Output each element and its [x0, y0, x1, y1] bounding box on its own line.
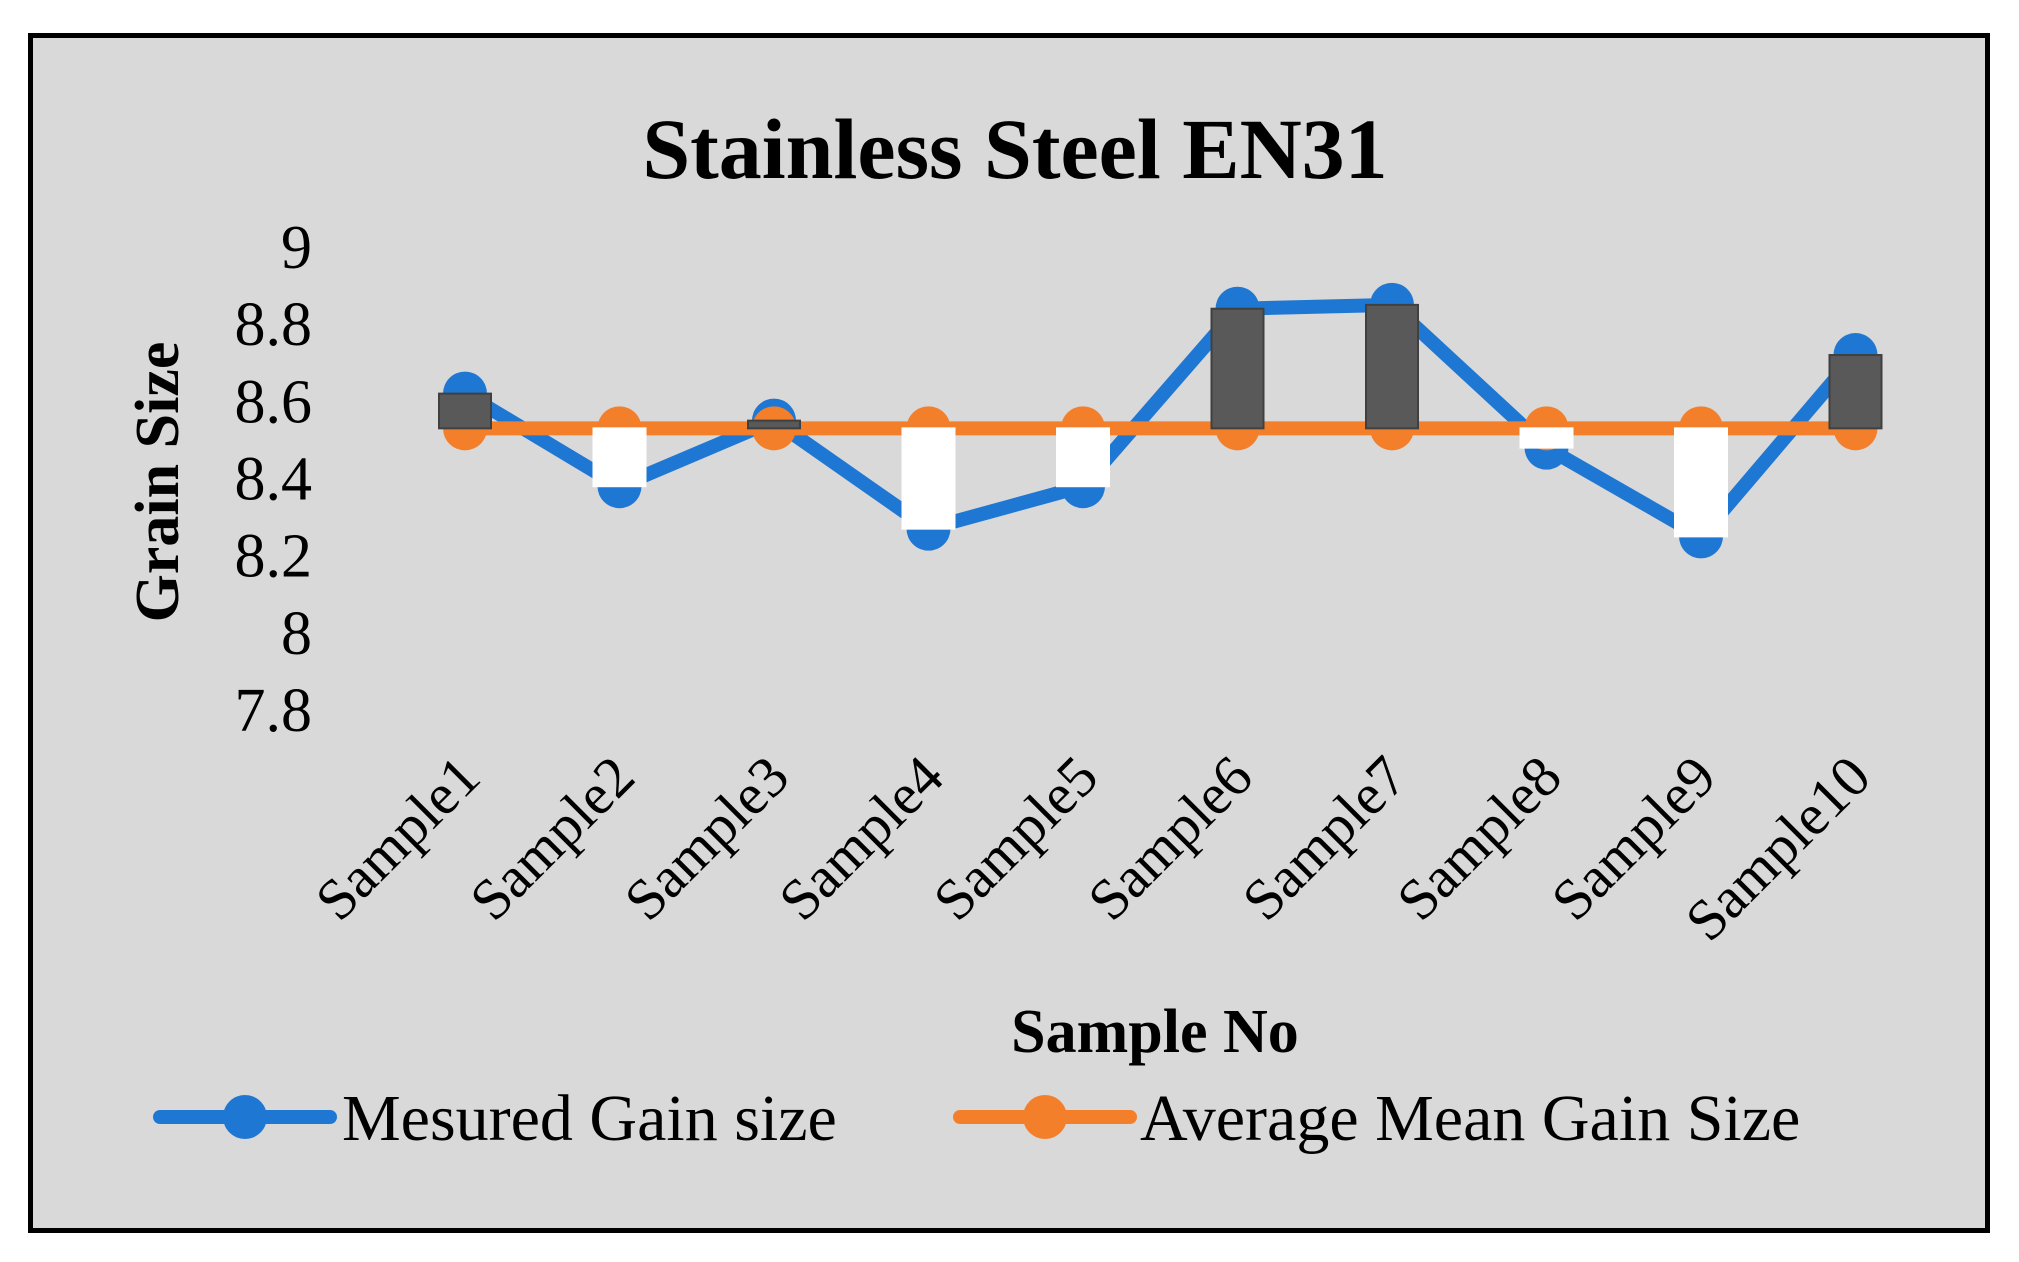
series-lines	[443, 282, 1878, 559]
up-down-bars	[438, 303, 1883, 538]
y-axis-ticks: 7.8 8 8.2 8.4 8.6 8.8 9	[235, 214, 313, 745]
legend-marker-average	[1023, 1095, 1067, 1139]
down-bar	[901, 427, 956, 530]
y-tick-label: 8	[281, 600, 312, 668]
up-bar	[1210, 307, 1265, 430]
up-bar	[1365, 303, 1419, 430]
legend: Mesured Gain size Average Mean Gain Size	[153, 1082, 1800, 1155]
x-tick-label: Sample8	[1384, 743, 1573, 932]
y-tick-label: 8.8	[235, 291, 313, 359]
x-tick-label: Sample2	[457, 743, 646, 932]
chart-title: Stainless Steel EN31	[642, 101, 1387, 197]
legend-item-measured: Mesured Gain size	[153, 1082, 837, 1155]
legend-marker-measured	[223, 1095, 267, 1139]
up-bar	[747, 419, 801, 430]
x-tick-label: Sample3	[612, 743, 801, 932]
up-bar	[438, 392, 492, 430]
x-tick-label: Sample1	[303, 743, 492, 932]
x-tick-label: Sample6	[1075, 743, 1264, 932]
down-bar	[592, 427, 647, 488]
up-bar	[1828, 354, 1883, 430]
legend-item-average: Average Mean Gain Size	[953, 1082, 1800, 1155]
down-bar	[1519, 427, 1574, 449]
x-tick-label: Sample5	[921, 743, 1110, 932]
y-tick-label: 8.6	[235, 368, 313, 436]
x-tick-label: Sample4	[766, 743, 955, 932]
y-tick-label: 7.8	[235, 677, 313, 745]
series-line-measured	[458, 297, 1863, 544]
down-bar	[1056, 427, 1110, 488]
x-axis-title: Sample No	[1011, 998, 1299, 1066]
x-axis-categories: Sample1Sample2Sample3Sample4Sample5Sampl…	[303, 743, 1883, 953]
y-axis-title: Grain Size	[124, 342, 192, 623]
y-tick-label: 9	[281, 214, 312, 282]
chart-frame	[28, 33, 1990, 1233]
legend-label-average: Average Mean Gain Size	[1140, 1082, 1800, 1155]
legend-label-measured: Mesured Gain size	[342, 1082, 837, 1155]
y-tick-label: 8.4	[235, 446, 313, 514]
down-bar	[1674, 427, 1728, 538]
x-tick-label: Sample7	[1230, 743, 1419, 932]
y-tick-label: 8.2	[235, 523, 313, 591]
